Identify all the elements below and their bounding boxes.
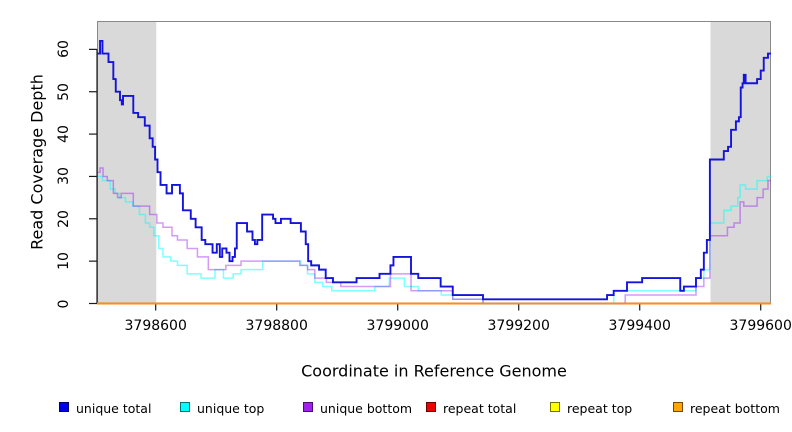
legend-swatch-repeat-bottom <box>673 402 683 412</box>
legend-label: unique bottom <box>320 401 413 416</box>
legend-label: repeat top <box>567 401 633 416</box>
legend-label: repeat bottom <box>690 401 780 416</box>
legend-label: repeat total <box>443 401 517 416</box>
y-tick-label: 10 <box>56 252 72 271</box>
legend-swatch-repeat-total <box>426 402 436 412</box>
x-tick-label: 3799000 <box>366 318 429 334</box>
legend-label: unique top <box>197 401 265 416</box>
y-tick-label: 0 <box>56 299 72 308</box>
x-tick-label: 3798800 <box>245 318 308 334</box>
y-tick-label: 60 <box>56 40 72 59</box>
y-axis-title: Read Coverage Depth <box>27 74 47 250</box>
x-tick-label: 3798600 <box>124 318 187 334</box>
x-tick-label: 3799200 <box>487 318 550 334</box>
legend-swatch-unique-top <box>180 402 190 412</box>
y-tick-label: 30 <box>56 167 72 186</box>
legend-swatch-repeat-top <box>550 402 560 412</box>
x-tick-label: 3799600 <box>729 318 792 334</box>
legend-swatch-unique-bottom <box>303 402 313 412</box>
legend-label: unique total <box>76 401 152 416</box>
y-tick-label: 40 <box>56 125 72 143</box>
x-axis-title: Coordinate in Reference Genome <box>301 361 567 381</box>
legend-swatch-unique-total <box>59 402 69 412</box>
y-tick-label: 20 <box>56 209 72 228</box>
x-tick-label: 3799400 <box>608 318 671 334</box>
y-tick-label: 50 <box>56 82 72 101</box>
